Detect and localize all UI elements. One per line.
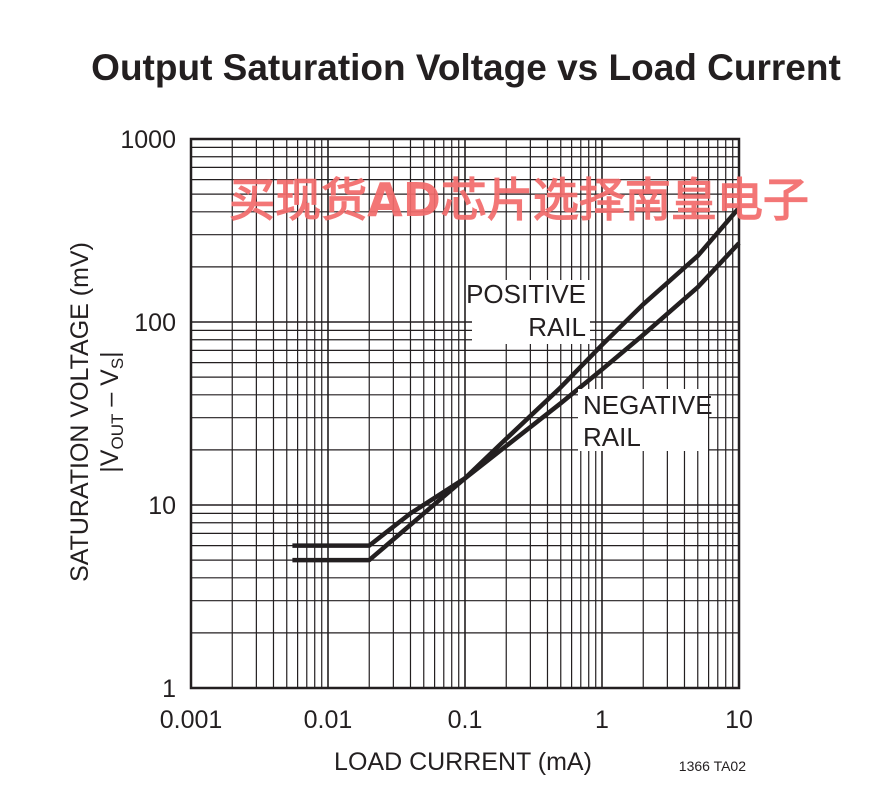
y-axis-label-line1: SATURATION VOLTAGE (mV) [66, 242, 94, 582]
x-tick-label: 0.001 [160, 706, 223, 734]
y-axis-label-line2-group: |VOUT – VS| [96, 351, 127, 472]
negative-rail-label-bg [578, 389, 708, 451]
positive-rail-label-bg [472, 280, 590, 344]
x-tick-labels: 0.001 0.01 0.1 1 10 [160, 706, 753, 734]
series-lines [292, 206, 741, 563]
positive-rail-line [292, 206, 741, 563]
chart-title: Output Saturation Voltage vs Load Curren… [91, 47, 841, 88]
y-tick-label: 10 [148, 492, 176, 520]
y-axis-label-line2-end: | [96, 351, 124, 358]
y-axis-label-line2: |VOUT – VS| [96, 351, 127, 472]
negative-rail-label-line2: RAIL [583, 422, 641, 452]
positive-rail-label-line2: RAIL [528, 312, 586, 342]
y-axis-label-line2-sub1: OUT [108, 414, 127, 450]
y-axis-label-line1-group: SATURATION VOLTAGE (mV) [66, 242, 94, 582]
negative-rail-line [292, 241, 741, 548]
y-tick-label: 1 [162, 675, 176, 703]
negative-rail-label-line1: NEGATIVE [583, 390, 713, 420]
y-tick-labels: 1 10 100 1000 [120, 126, 176, 703]
positive-rail-label-line1: POSITIVE [466, 279, 586, 309]
watermark: 买现货AD芯片选择南皇电子 [229, 173, 809, 227]
y-tick-label: 1000 [120, 126, 176, 154]
figure-code: 1366 TA02 [679, 758, 746, 774]
x-tick-label: 0.01 [304, 706, 353, 734]
x-tick-label: 0.1 [448, 706, 483, 734]
x-tick-label: 10 [725, 706, 753, 734]
plot-area-frame [189, 137, 741, 690]
y-axis-label-line2-sub2: S [108, 358, 127, 369]
y-axis-label-line2-mid: – V [96, 369, 124, 414]
y-tick-label: 100 [134, 309, 176, 337]
x-tick-label: 1 [595, 706, 609, 734]
x-axis-label: LOAD CURRENT (mA) [334, 748, 592, 776]
y-axis-label-line2-main: |V [96, 449, 124, 472]
